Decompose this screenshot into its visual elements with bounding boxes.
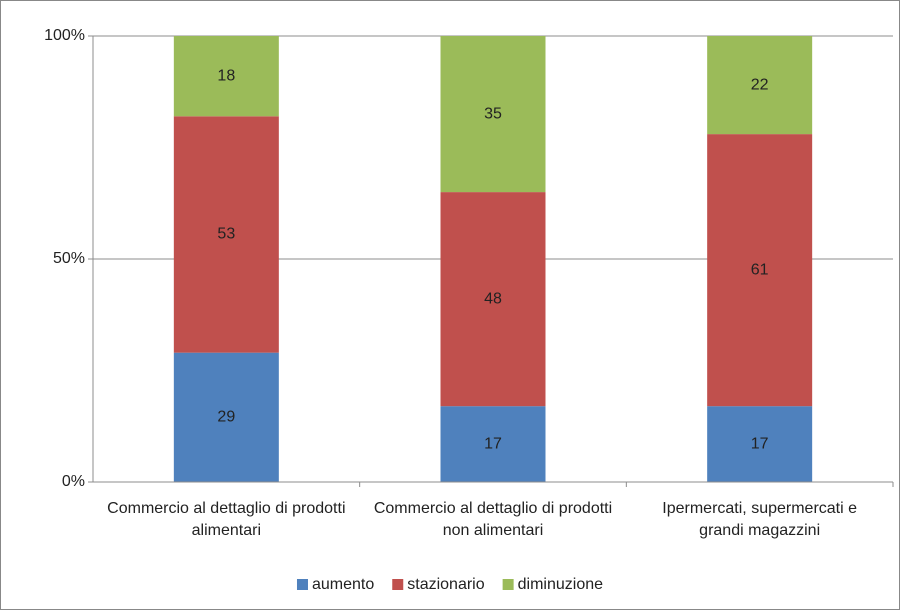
bar-segment <box>173 352 279 482</box>
bar-segment <box>440 36 546 193</box>
bar-segment <box>173 36 279 117</box>
bar-segment <box>707 406 813 482</box>
data-label: 48 <box>484 290 502 307</box>
x-tick-label: Commercio al dettaglio di prodotti non a… <box>373 500 613 539</box>
data-label: 29 <box>217 409 235 426</box>
data-label: 35 <box>484 105 502 122</box>
data-label: 53 <box>217 226 235 243</box>
x-tick-label: Ipermercati, supermercati e grandi magaz… <box>662 500 858 539</box>
y-tick-label: 100% <box>44 27 85 44</box>
data-label: 17 <box>484 435 502 452</box>
bar-segment <box>707 36 813 135</box>
legend-swatch <box>296 579 308 590</box>
x-tick-label: Commercio al dettaglio di prodotti alime… <box>107 500 346 539</box>
data-label: 17 <box>751 435 769 452</box>
bar-segment <box>440 192 546 407</box>
legend-swatch <box>502 579 514 590</box>
data-label: 18 <box>217 67 235 84</box>
data-label: 22 <box>751 76 769 93</box>
data-label: 61 <box>751 261 769 278</box>
legend-swatch <box>392 579 404 590</box>
legend-label: diminuzione <box>518 576 603 593</box>
y-tick-label: 50% <box>53 250 85 267</box>
bar-segment <box>173 116 279 353</box>
bar-segment <box>440 406 546 482</box>
legend-label: stazionario <box>407 576 484 593</box>
bar-segment <box>707 134 813 407</box>
legend-label: aumento <box>312 576 374 593</box>
y-tick-label: 0% <box>62 473 85 490</box>
